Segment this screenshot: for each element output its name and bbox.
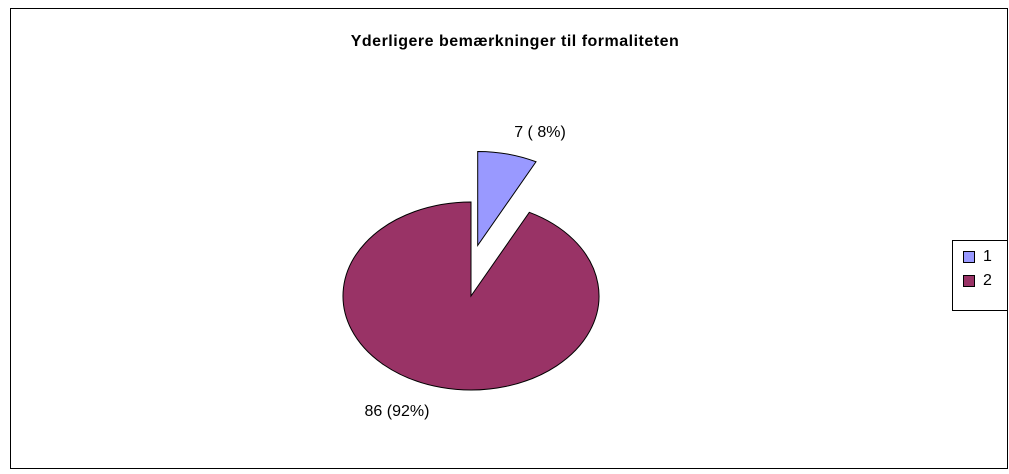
chart-title: Yderligere bemærkninger til formaliteten bbox=[351, 33, 680, 50]
pie-slice bbox=[342, 201, 600, 391]
legend-label: 1 bbox=[983, 248, 992, 265]
legend-swatch bbox=[963, 251, 975, 263]
legend-label: 2 bbox=[983, 272, 992, 289]
data-label: 86 (92%) bbox=[365, 403, 430, 420]
pie-slice bbox=[477, 150, 537, 248]
chart-frame bbox=[10, 8, 1008, 469]
legend-box bbox=[952, 240, 1008, 311]
data-label: 7 ( 8%) bbox=[514, 124, 566, 141]
legend-swatch bbox=[963, 275, 975, 287]
